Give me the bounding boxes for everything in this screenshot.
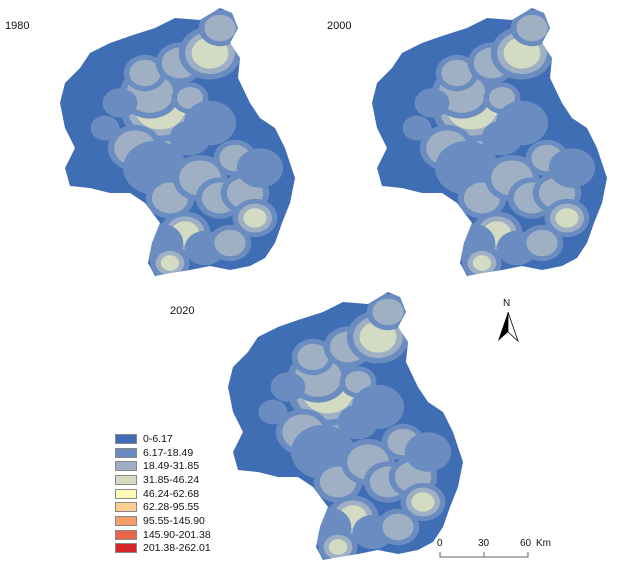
panel-year-2020: 2020 [170, 305, 195, 317]
legend-swatch [115, 461, 137, 472]
legend-item: 145.90-201.38 [115, 528, 211, 542]
density-contour [489, 86, 515, 110]
legend-item: 95.55-145.90 [115, 514, 211, 528]
density-contour [414, 88, 450, 118]
density-contour [372, 298, 404, 326]
density-contour [548, 148, 596, 188]
density-contour [214, 229, 246, 257]
density-contour [90, 115, 120, 141]
density-contour [345, 370, 371, 394]
legend-label: 95.55-145.90 [143, 514, 205, 527]
legend-label: 31.85-46.24 [143, 473, 200, 486]
scale-tick-0: 0 [437, 538, 443, 549]
legend-item: 31.85-46.24 [115, 473, 211, 487]
legend-item: 0-6.17 [115, 432, 211, 446]
density-contour [129, 59, 161, 87]
scale-unit: Km [536, 538, 551, 549]
legend-swatch [115, 515, 137, 526]
density-map-1980 [60, 8, 295, 276]
north-label: N [503, 298, 511, 309]
density-contour [243, 208, 267, 228]
density-contour [382, 513, 414, 541]
density-contour [177, 86, 203, 110]
legend-swatch [115, 543, 137, 554]
legend-swatch [115, 474, 137, 485]
density-contour [402, 115, 432, 141]
scale-tick-60: 60 [520, 538, 532, 549]
density-contour [351, 384, 405, 430]
legend-label: 62.28-95.55 [143, 501, 200, 514]
density-contour [411, 492, 435, 512]
legend-label: 0-6.17 [143, 432, 173, 445]
legend-label: 46.24-62.68 [143, 487, 200, 500]
legend-item: 46.24-62.68 [115, 487, 211, 501]
density-contour [236, 148, 284, 188]
density-contour [555, 208, 579, 228]
density-contour [516, 14, 548, 42]
legend-item: 62.28-95.55 [115, 500, 211, 514]
density-contour [102, 88, 138, 118]
legend-item: 18.49-31.85 [115, 459, 211, 473]
density-contour [472, 255, 492, 271]
density-map-2020 [228, 292, 463, 560]
legend-label: 145.90-201.38 [143, 528, 211, 541]
panel-year-1980: 1980 [5, 20, 30, 32]
legend-swatch [115, 502, 137, 513]
legend-label: 201.38-262.01 [143, 542, 211, 555]
legend-item: 201.38-262.01 [115, 542, 211, 556]
density-contour [297, 343, 329, 371]
density-contour [441, 59, 473, 87]
legend-swatch [115, 433, 137, 444]
legend-label: 18.49-31.85 [143, 460, 200, 473]
density-map-2000 [372, 8, 607, 276]
legend-item: 6.17-18.49 [115, 446, 211, 460]
density-contour [328, 539, 348, 555]
density-contour [204, 14, 236, 42]
density-contour [495, 100, 549, 146]
density-contour [160, 255, 180, 271]
legend-swatch [115, 529, 137, 540]
scale-tick-30: 30 [478, 538, 490, 549]
density-contour [404, 432, 452, 472]
panel-year-2000: 2000 [327, 20, 352, 32]
density-contour [526, 229, 558, 257]
legend-swatch [115, 447, 137, 458]
density-contour [270, 372, 306, 402]
legend: 0-6.17 6.17-18.49 18.49-31.85 31.85-46.24 46… [115, 432, 211, 555]
density-contour [183, 100, 237, 146]
legend-swatch [115, 488, 137, 499]
density-contour [258, 399, 288, 425]
legend-label: 6.17-18.49 [143, 446, 194, 459]
